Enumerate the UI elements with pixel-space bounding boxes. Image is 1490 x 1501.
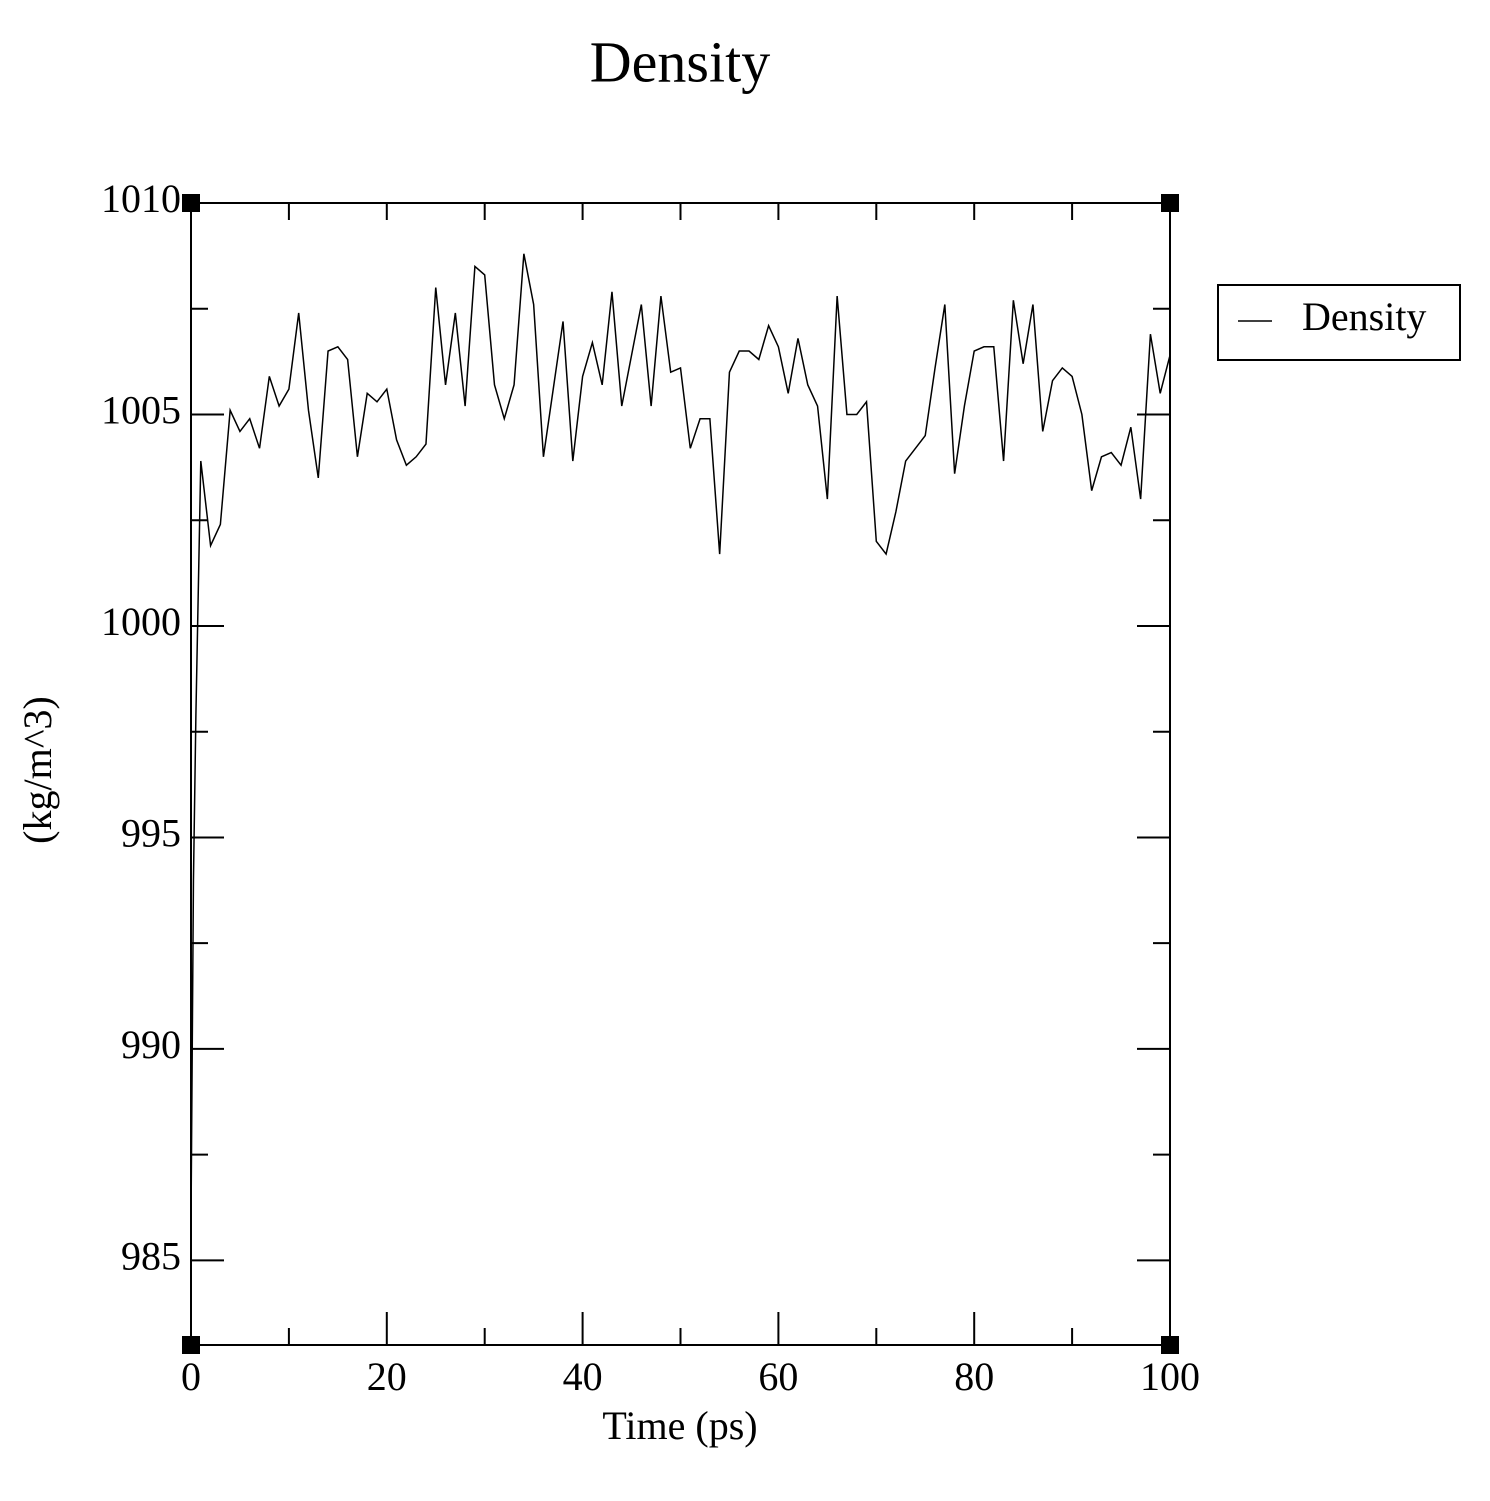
y-axis-label: (kg/m^3) <box>15 696 60 844</box>
y-tick-label: 985 <box>121 1234 181 1279</box>
x-tick-label: 100 <box>1140 1354 1200 1399</box>
x-tick-label: 40 <box>563 1354 603 1399</box>
legend-box <box>1217 284 1461 361</box>
y-tick-label: 1010 <box>101 176 181 221</box>
chart-title: Density <box>590 29 770 94</box>
x-axis-label: Time (ps) <box>602 1403 757 1448</box>
y-tick-label: 1000 <box>101 599 181 644</box>
y-tick-label: 995 <box>121 811 181 856</box>
data-line <box>190 253 1171 1223</box>
legend-label: Density <box>1302 294 1426 339</box>
y-tick-label: 990 <box>121 1022 181 1067</box>
x-tick-label: 80 <box>954 1354 994 1399</box>
x-tick-label: 60 <box>758 1354 798 1399</box>
x-tick-label: 20 <box>367 1354 407 1399</box>
x-tick-label: 0 <box>181 1354 201 1399</box>
y-tick-label: 1005 <box>101 388 181 433</box>
